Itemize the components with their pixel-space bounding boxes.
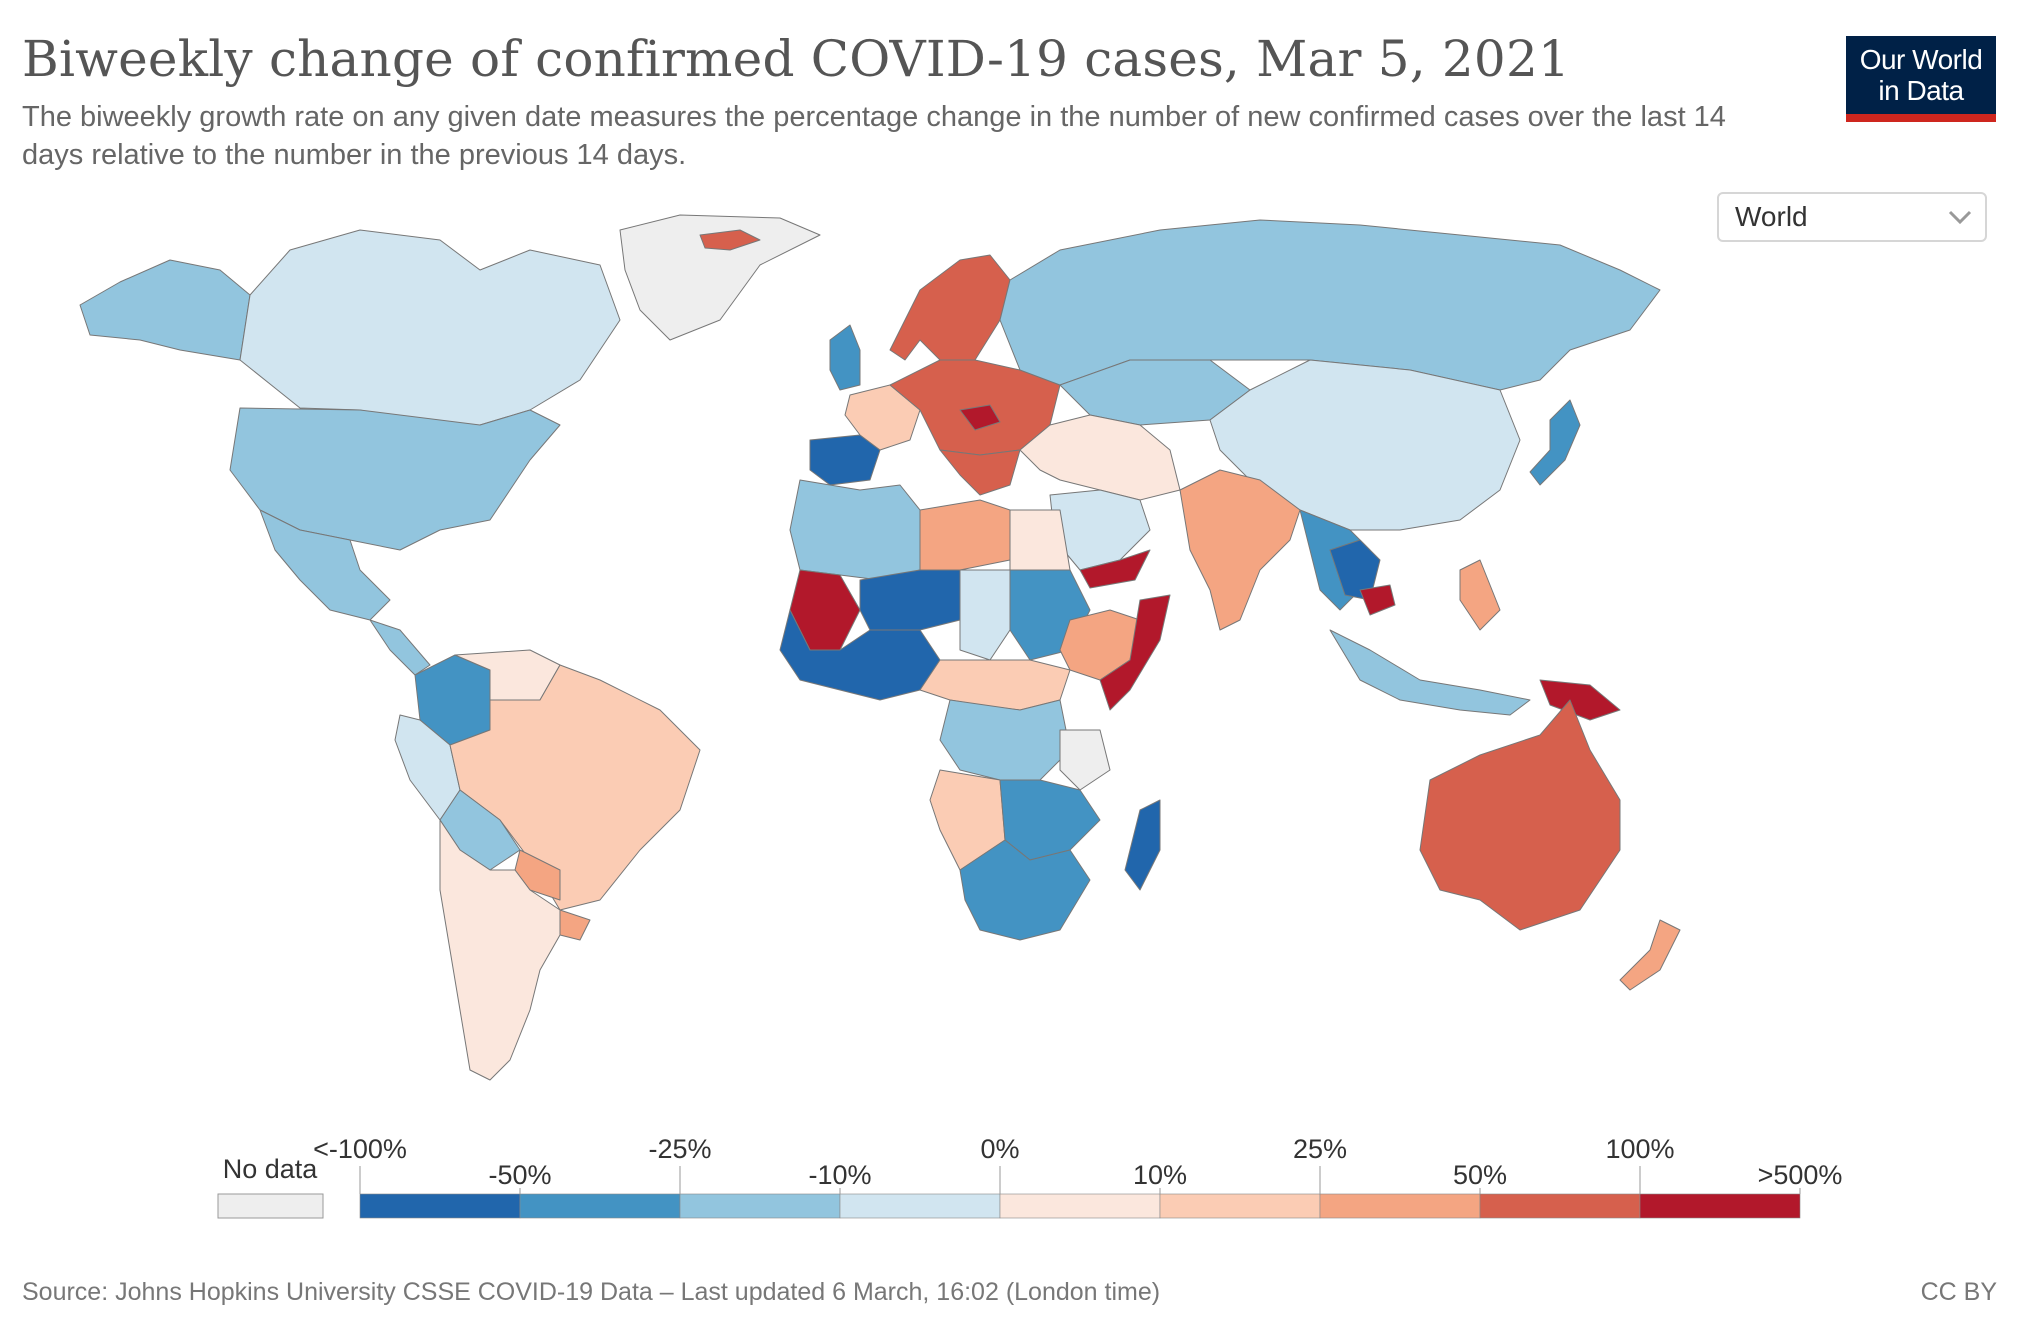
region-greenland[interactable] [619,214,821,341]
region-new-zealand[interactable] [1619,919,1681,991]
legend-upper-labels: <-100% -25% 0% 25% 100% [313,1134,1674,1164]
region-indonesia[interactable] [1329,629,1531,716]
color-legend: No data <-100% -25% 0% 25% 100% -50% -10% 10% 5… [217,1134,1842,1219]
region-madagascar[interactable] [1124,799,1161,891]
region-thailand[interactable] [1329,539,1381,601]
legend-label: -50% [488,1160,551,1190]
legend-label: 25% [1293,1134,1347,1164]
region-yemen[interactable] [1079,549,1151,589]
region-niger[interactable] [859,569,961,631]
world-map[interactable] [60,210,1780,1090]
region-south-africa[interactable] [959,839,1091,941]
region-somalia[interactable] [1099,594,1171,711]
region-congo[interactable] [939,699,1071,781]
region-balkans[interactable] [939,449,1021,496]
region-japan[interactable] [1529,399,1581,486]
legend-bin [519,1193,681,1219]
chevron-down-icon [1948,210,1972,225]
region-tanzania[interactable] [1059,729,1111,791]
legend-bin [839,1193,1001,1219]
logo-accent-bar [1846,114,1996,122]
region-mexico[interactable] [259,509,391,621]
region-cambodia[interactable] [1359,584,1396,616]
region-hungary[interactable] [959,404,1001,431]
owid-logo[interactable]: Our World in Data [1846,36,1996,122]
region-alaska[interactable] [79,259,251,361]
region-uk[interactable] [829,324,861,391]
region-canada[interactable] [239,229,621,426]
legend-bin [359,1193,521,1219]
region-paraguay[interactable] [514,849,561,901]
logo-line-2: in Data [1878,75,1964,106]
legend-bins [359,1193,1801,1219]
region-papua-new-guinea[interactable] [1539,679,1621,721]
region-chad[interactable] [959,569,1011,661]
legend-label: 100% [1605,1134,1674,1164]
region-scandinavia[interactable] [889,254,1011,361]
region-philippines[interactable] [1459,559,1501,631]
legend-label: 10% [1133,1160,1187,1190]
region-australia[interactable] [1419,699,1621,931]
region-libya[interactable] [919,499,1011,571]
legend-bin [999,1193,1161,1219]
legend-no-data-swatch [217,1193,324,1219]
region-india[interactable] [1179,469,1301,631]
region-north-africa-west[interactable] [789,479,921,581]
region-select-value: World [1735,201,1808,232]
legend-label: >500% [1758,1160,1843,1190]
legend-bin [1479,1193,1641,1219]
region-central-africa[interactable] [919,659,1071,711]
legend-bin [1159,1193,1321,1219]
legend-ticks [359,1166,1801,1194]
legend-label: <-100% [313,1134,407,1164]
chart-subtitle: The biweekly growth rate on any given da… [22,101,1726,171]
region-central-america[interactable] [369,619,431,676]
logo-line-1: Our World [1859,44,1983,75]
legend-label: -10% [808,1160,871,1190]
legend-lower-labels: -50% -10% 10% 50% >500% [488,1160,1842,1190]
region-iceland[interactable] [699,229,761,251]
region-brazil[interactable] [449,664,701,911]
legend-label: 0% [980,1134,1019,1164]
legend-no-data-label: No data [223,1154,319,1184]
region-argentina-chile[interactable] [439,819,561,1081]
source-note: Source: Johns Hopkins University CSSE CO… [22,1278,1161,1306]
legend-bin [679,1193,841,1219]
legend-label: 50% [1453,1160,1507,1190]
chart-title: Biweekly change of confirmed COVID-19 ca… [22,30,1570,88]
legend-bin [1639,1193,1801,1219]
region-egypt[interactable] [1009,509,1071,571]
region-uruguay[interactable] [559,909,591,941]
legend-bin [1319,1193,1481,1219]
region-select[interactable]: World [1717,192,1987,242]
license-link[interactable]: CC BY [1920,1278,1997,1306]
legend-label: -25% [648,1134,711,1164]
